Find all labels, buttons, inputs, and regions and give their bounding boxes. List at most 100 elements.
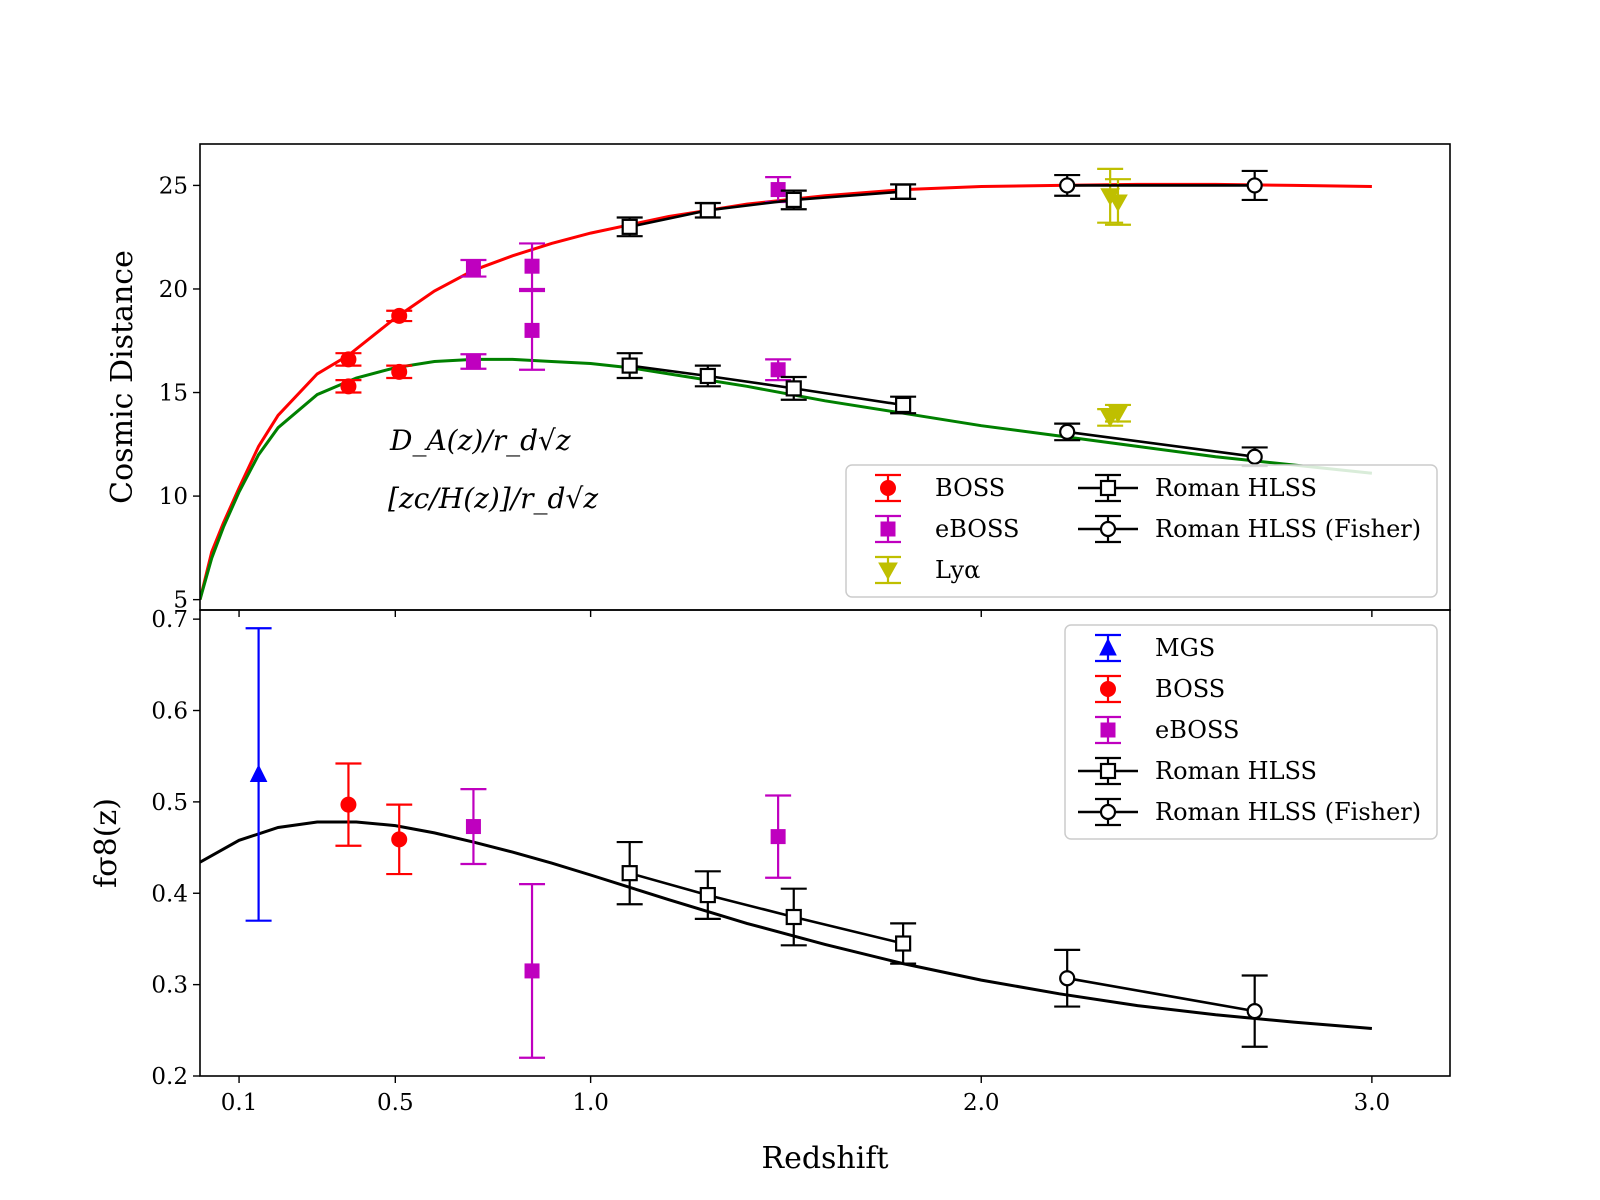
- growth-rate-panel: 0.2 0.3 0.4 0.5 0.6 0.7 0.1 0.5 1.0 2.0 3.0 fσ8(z…: [89, 607, 1451, 1176]
- ytick-label: 20: [159, 277, 188, 303]
- point-roman-hlss-6: [785, 380, 802, 397]
- bottom-legend-swatch-eboss-marker: [1100, 722, 1116, 738]
- point-eboss-3: [524, 322, 540, 338]
- ytick-label: 5: [173, 588, 188, 614]
- ytick-label: 0.5: [151, 790, 188, 816]
- top-legend-roman: Roman HLSS: [1155, 474, 1317, 502]
- point-mgs-0: [249, 764, 268, 782]
- connector-roman-hlss-0: [629, 190, 904, 229]
- bottom-ylabel: fσ8(z): [89, 798, 124, 888]
- point-roman-hlss-1: [699, 202, 716, 219]
- bottom-legend-boss: BOSS: [1155, 675, 1225, 703]
- ytick-label: 0.6: [151, 699, 188, 725]
- point-boss-0: [340, 351, 357, 368]
- connector-roman-hlss-0: [629, 871, 904, 945]
- top-legend-boss: BOSS: [935, 474, 1005, 502]
- xtick-label: 0.5: [377, 1090, 414, 1116]
- series-mgs: [245, 627, 272, 922]
- xtick-label: 0.1: [221, 1090, 258, 1116]
- bottom-legend-swatch-boss-marker: [1100, 681, 1116, 697]
- cosmic-distance-panel: 5 10 15 20 25 Cosmic Distance D_A(z)/r_d√z […: [105, 143, 1451, 617]
- top-legend-swatch-boss-marker: [880, 480, 896, 496]
- point-roman-hlss-fisher-1: [1246, 177, 1263, 194]
- point-roman-hlss-2: [785, 191, 802, 209]
- point-roman-hlss-3: [895, 183, 912, 200]
- bottom-legend-swatch-roman-hlss-marker: [1099, 762, 1117, 780]
- point-roman-hlss-fisher-0: [1059, 970, 1076, 987]
- curve-label-da: D_A(z)/r_d√z: [389, 424, 571, 457]
- top-legend-box: [845, 464, 1438, 598]
- curve-fs8: [200, 820, 1373, 1030]
- ytick-label: 25: [159, 173, 188, 199]
- plot-area: [200, 627, 1373, 1059]
- ytick-label: 15: [159, 381, 188, 407]
- bottom-legend: MGS BOSS eBOSS Roman HLSS Roman HLSS (Fi…: [1064, 624, 1438, 840]
- x-axis-label: Redshift: [761, 1141, 888, 1176]
- series-boss: [335, 307, 413, 395]
- bottom-legend-roman: Roman HLSS: [1155, 757, 1317, 785]
- series-roman-hlss-fisher: [1054, 948, 1268, 1048]
- point-roman-hlss-7: [895, 396, 912, 414]
- point-roman-hlss-fisher-2: [1059, 423, 1076, 440]
- ytick-label: 10: [159, 484, 188, 510]
- point-boss-2: [391, 307, 408, 324]
- curve-dh: [200, 357, 1373, 601]
- bottom-axes-frame: [199, 609, 1451, 1077]
- series-roman-hlss-fisher: [1054, 169, 1268, 468]
- series-boss: [335, 762, 413, 876]
- point-eboss-5: [770, 362, 786, 378]
- series-roman-hlss: [616, 183, 917, 415]
- ytick-label: 0.3: [151, 973, 188, 999]
- point-eboss-1: [465, 353, 481, 369]
- point-roman-hlss-fisher-0: [1059, 177, 1076, 194]
- point-roman-hlss-0: [621, 865, 638, 882]
- point-eboss-0: [465, 819, 481, 835]
- connector-roman-hlss-fisher-0: [1066, 976, 1255, 1013]
- connector-roman-hlss-1: [629, 364, 904, 407]
- xtick-label: 3.0: [1354, 1090, 1391, 1116]
- point-roman-hlss-fisher-1: [1246, 1003, 1263, 1020]
- bottom-legend-swatch-mgs-marker: [1099, 637, 1117, 656]
- curve-label-dh: [zc/H(z)]/r_d√z: [388, 482, 598, 515]
- ytick-label: 0.4: [151, 881, 188, 907]
- top-ylabel: Cosmic Distance: [105, 250, 140, 504]
- point-eboss-1: [524, 963, 540, 979]
- top-legend-swatch-roman-hlss-fisher-marker: [1099, 520, 1117, 538]
- point-eboss-2: [524, 258, 540, 274]
- top-legend-swatch-eboss-marker: [880, 521, 896, 537]
- top-legend-swatch-roman-hlss-marker: [1099, 479, 1117, 497]
- point-ly-3: [1108, 405, 1128, 424]
- point-roman-hlss-4: [621, 357, 638, 374]
- point-roman-hlss-fisher-3: [1246, 448, 1263, 465]
- series-eboss: [460, 787, 792, 1059]
- point-roman-hlss-0: [621, 218, 638, 235]
- ytick-label: 0.7: [151, 607, 188, 633]
- top-legend-eboss: eBOSS: [935, 515, 1019, 543]
- point-boss-1: [340, 378, 357, 395]
- top-legend-roman-fisher: Roman HLSS (Fisher): [1155, 515, 1421, 543]
- bottom-legend-mgs: MGS: [1155, 634, 1215, 662]
- series-eboss: [460, 176, 792, 382]
- bottom-legend-box: [1064, 624, 1438, 840]
- top-legend-swatch-ly-marker: [878, 562, 898, 581]
- series-ly: [1097, 167, 1131, 428]
- point-roman-hlss-3: [895, 935, 912, 952]
- bottom-legend-eboss: eBOSS: [1155, 716, 1239, 744]
- bottom-legend-roman-fisher: Roman HLSS (Fisher): [1155, 798, 1421, 826]
- top-legend: BOSS eBOSS Lyα Roman HLSS Roman HLSS (Fi…: [845, 464, 1438, 598]
- point-roman-hlss-1: [699, 886, 716, 904]
- plot-area: [200, 167, 1373, 601]
- point-eboss-2: [770, 829, 786, 845]
- point-boss-3: [391, 363, 408, 380]
- xtick-label: 1.0: [572, 1090, 609, 1116]
- ytick-label: 0.2: [151, 1064, 188, 1090]
- point-boss-1: [391, 831, 408, 848]
- point-roman-hlss-2: [785, 908, 802, 926]
- point-roman-hlss-5: [699, 367, 716, 385]
- point-boss-0: [340, 796, 357, 813]
- connector-roman-hlss-fisher-1: [1067, 430, 1255, 458]
- curve-da: [200, 182, 1372, 600]
- series-roman-hlss: [616, 840, 917, 965]
- point-eboss-0: [465, 260, 481, 276]
